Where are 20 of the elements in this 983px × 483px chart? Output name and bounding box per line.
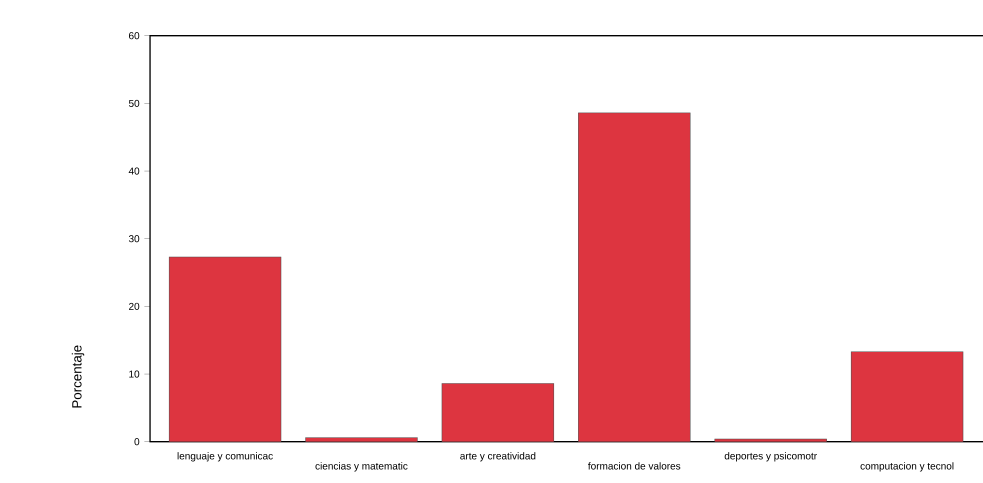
y-tick-label: 20 <box>129 302 140 310</box>
x-tick-label: arte y creatividad <box>460 452 536 462</box>
bar <box>442 383 554 442</box>
y-axis-title: Porcentaje <box>72 346 84 408</box>
bar <box>168 256 282 442</box>
x-tick-label: deportes y psicomotr <box>724 452 817 462</box>
y-tick-label: 30 <box>128 235 140 242</box>
y-tick-label: 0 <box>134 438 140 446</box>
x-tick-label: lenguaje y comunicac <box>178 452 273 462</box>
y-tick-label: 10 <box>129 370 140 378</box>
y-tick-label: 50 <box>128 100 140 107</box>
x-tick-label: computacion y tecnol <box>860 462 954 472</box>
x-tick-label: formacion de valores <box>588 462 680 470</box>
bar <box>578 112 690 442</box>
bar <box>305 437 418 442</box>
bar <box>714 438 827 442</box>
x-tick-label: ciencias y matematic <box>315 462 408 472</box>
y-tick-label: 60 <box>129 32 140 40</box>
bar <box>850 351 964 442</box>
y-tick-label: 40 <box>128 168 140 175</box>
